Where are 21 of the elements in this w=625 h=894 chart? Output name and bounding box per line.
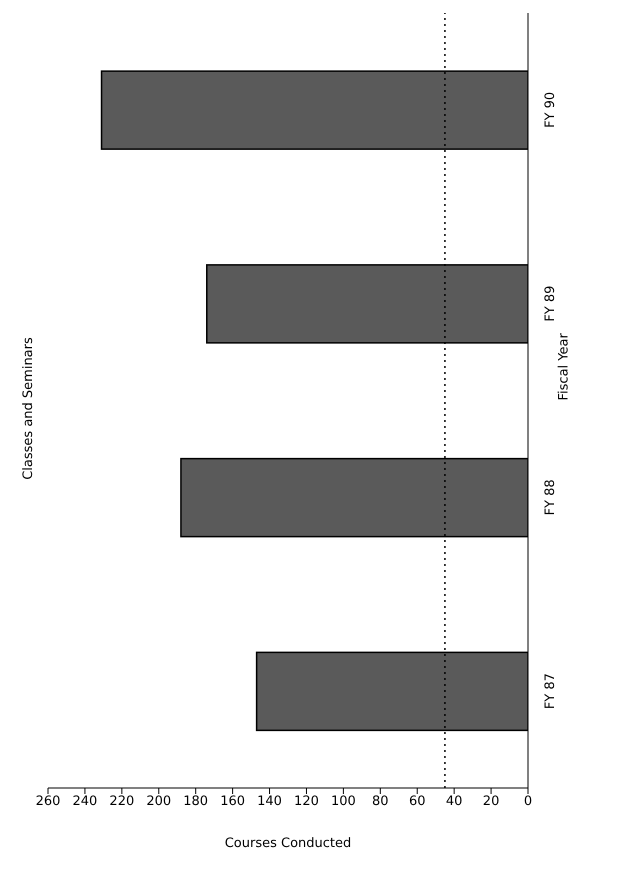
x-axis-title: Courses Conducted	[224, 836, 352, 852]
y-tick-label: FY 90	[543, 92, 558, 128]
x-tick-label: 120	[294, 794, 319, 810]
x-tick-label: 260	[36, 794, 60, 810]
x-tick-label: 140	[257, 794, 282, 810]
y-tick-label: FY 87	[543, 673, 558, 710]
y-tick-label: FY 89	[543, 286, 558, 322]
x-tick-label: 60	[408, 794, 426, 810]
x-tick-label: 100	[330, 794, 356, 810]
y-axis-title: Fiscal Year	[556, 332, 572, 400]
x-tick-label: 200	[146, 794, 172, 810]
x-tick-label: 160	[220, 794, 246, 810]
x-tick-label: 180	[183, 794, 208, 810]
text: Classes and Seminars	[20, 336, 36, 480]
x-tick-label: 40	[446, 794, 462, 810]
y-tick-label: FY 88	[543, 479, 558, 516]
x-tick-label: 220	[109, 794, 134, 810]
x-tick-label: 240	[72, 794, 98, 810]
x-tick-label: 0	[524, 794, 532, 810]
x-tick-label: 80	[372, 794, 389, 810]
x-tick-label: 20	[482, 794, 500, 810]
